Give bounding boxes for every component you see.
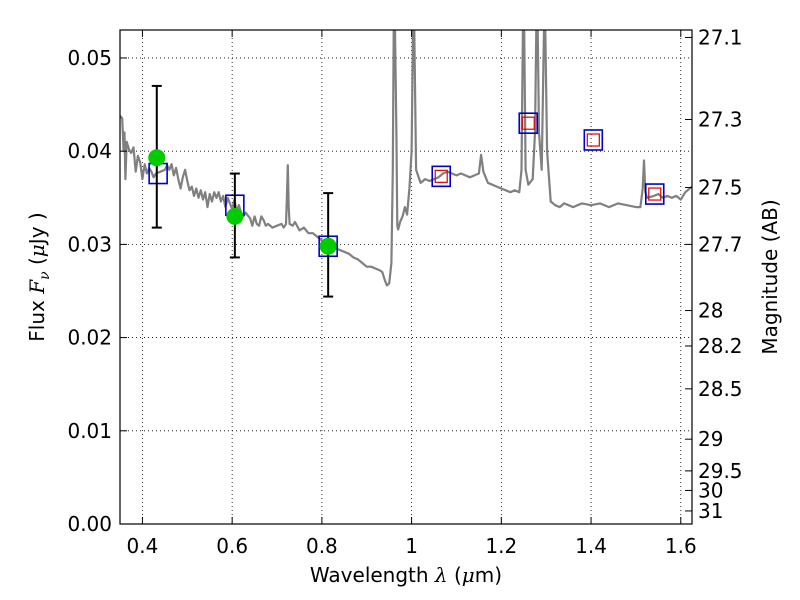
- y2-tick-label: 27.7: [698, 232, 743, 256]
- x-tick-label: 0.8: [306, 534, 338, 558]
- grid-lines: [120, 30, 692, 524]
- y2-tick-label: 27.3: [698, 107, 743, 131]
- model-photometry-square: [644, 183, 665, 205]
- y-tick-label: 0.01: [67, 419, 112, 443]
- predicted-photometry-square: [648, 187, 662, 201]
- y2-tick-label: 28: [698, 299, 723, 323]
- plot-area: [120, 30, 692, 298]
- predicted-photometry-square: [434, 169, 448, 183]
- y2-axis-label: Magnitude (AB): [758, 199, 782, 354]
- spectrum-line: [120, 30, 692, 287]
- y-tick-label: 0.02: [67, 326, 112, 350]
- x-tick-label: 0.4: [127, 534, 159, 558]
- y2-tick-label: 29: [698, 427, 723, 451]
- observed-photometry-point: [319, 237, 337, 255]
- observed-photometry-point: [226, 207, 244, 225]
- x-axis-label: Wavelength λ (μm): [310, 563, 502, 587]
- y2-tick-label: 28.5: [698, 377, 743, 401]
- axis-ticks: 0.4 0.6 0.8 1 1.2 1.4 1.6 0.00 0.01 0.02 0.03 0.04 0…: [67, 25, 742, 558]
- y-tick-label: 0.00: [67, 512, 112, 536]
- y-tick-label: 0.04: [67, 139, 112, 163]
- predicted-photometry-square: [521, 116, 535, 130]
- x-tick-label: 1.2: [485, 534, 517, 558]
- model-photometry-square: [583, 129, 604, 151]
- x-tick-label: 1: [405, 534, 418, 558]
- x-tick-label: 1.4: [575, 534, 607, 558]
- predicted-photometry-square: [586, 133, 600, 147]
- y-axis-label: Flux Fν (μJy ): [25, 212, 53, 341]
- y2-tick-label: 27.1: [698, 25, 743, 49]
- x-tick-label: 1.6: [665, 534, 697, 558]
- y-tick-label: 0.05: [67, 46, 112, 70]
- y2-tick-label: 29.5: [698, 459, 743, 483]
- y2-tick-label: 31: [698, 499, 723, 523]
- model-photometry-square: [518, 112, 539, 135]
- model-photometry-square: [431, 165, 452, 188]
- plot-frame: [119, 29, 693, 525]
- y2-tick-label: 30: [698, 478, 723, 502]
- observed-photometry-point: [148, 149, 166, 167]
- y-tick-label: 0.03: [67, 232, 112, 256]
- x-tick-label: 0.6: [216, 534, 248, 558]
- y2-tick-label: 28.2: [698, 334, 743, 358]
- y2-tick-label: 27.5: [698, 176, 743, 200]
